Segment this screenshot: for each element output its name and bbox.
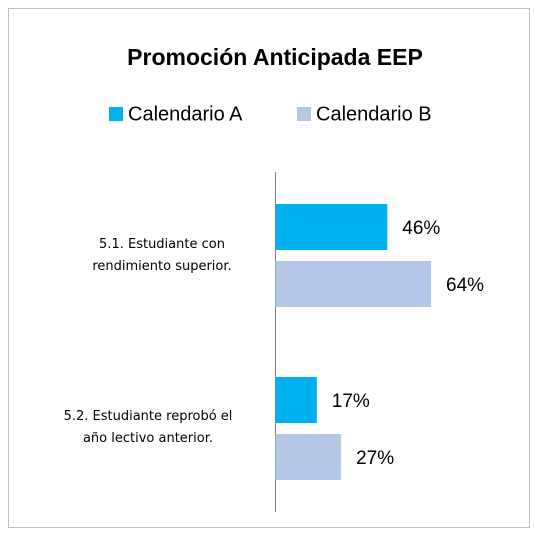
bar <box>275 377 317 423</box>
chart-border <box>8 8 530 528</box>
legend-swatch <box>109 107 123 121</box>
legend-label: Calendario A <box>128 103 243 125</box>
y-tick-label: 5.1. Estudiante con rendimiento superior… <box>92 237 232 274</box>
y-tick-label: 5.2. Estudiante reprobó el año lectivo a… <box>63 409 233 446</box>
chart-title: Promoción Anticipada EEP <box>127 44 423 70</box>
data-label: 64% <box>446 275 484 296</box>
legend-swatch <box>297 107 311 121</box>
bar <box>275 261 432 307</box>
data-label: 27% <box>356 448 394 469</box>
bar <box>275 204 388 250</box>
data-label: 46% <box>402 218 440 239</box>
data-label: 17% <box>332 391 370 412</box>
bar <box>275 434 342 480</box>
legend-label: Calendario B <box>316 103 432 125</box>
